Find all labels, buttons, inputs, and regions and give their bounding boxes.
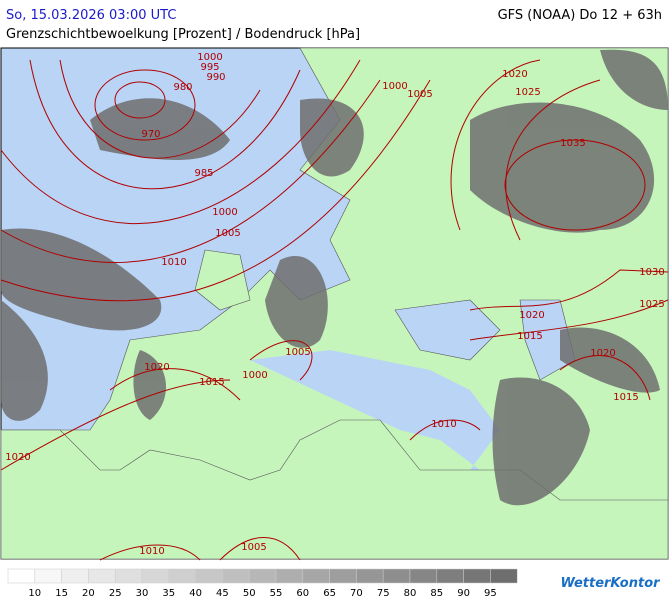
legend-label: 55 [270,588,283,599]
isobar-label: 1010 [139,546,164,557]
legend-swatch [302,568,330,584]
legend-label: 75 [377,588,390,599]
map: 1000995990980970985100010051010100010051… [0,47,669,561]
isobar-label: 1025 [639,299,664,310]
isobar-label: 1020 [519,310,544,321]
isobar-label: 1010 [431,419,456,430]
logo: WetterKontor [560,576,661,591]
legend-label: 45 [216,588,229,599]
isobar-label: 1035 [560,138,585,149]
legend-label: 65 [323,588,336,599]
isobar-label: 1000 [382,81,407,92]
isobar-label: 1030 [639,267,664,278]
legend-swatch [34,568,62,584]
isobar-label: 995 [200,62,219,73]
legend-label: 10 [28,588,41,599]
legend-label: 15 [55,588,68,599]
legend-swatch [248,568,277,584]
legend-swatch [222,568,250,584]
legend-label: 50 [243,588,256,599]
legend-label: 60 [296,588,309,599]
legend-swatch [490,568,518,584]
isobar-label: 990 [206,72,225,83]
black-sea [394,299,501,361]
legend-label: 35 [162,588,175,599]
isobar-label: 985 [194,168,213,179]
legend-label: 90 [457,588,470,599]
isobar-labels: 1000995990980970985100010051010100010051… [5,52,664,557]
legend-label: 80 [404,588,417,599]
datetime: So, 15.03.2026 03:00 UTC [6,8,176,23]
legend-swatch [409,568,438,584]
legend-label: 40 [189,588,202,599]
isobar-label: 1020 [5,452,30,463]
isobar-label: 1000 [212,207,237,218]
isobar-label: 1010 [161,257,186,268]
legend-swatch [329,568,357,584]
legend-label: 95 [484,588,497,599]
legend-label: 85 [430,588,443,599]
isobar-label: 1005 [215,228,240,239]
isobar-label: 1005 [407,89,432,100]
isobar-label: 1020 [502,69,527,80]
legend-swatch [382,568,411,584]
legend-label: 30 [136,588,149,599]
legend-swatch [61,568,89,584]
isobar-label: 1000 [242,370,267,381]
legend-swatch [195,568,223,584]
model-info: GFS (NOAA) Do 12 + 63h [498,8,662,23]
isobar-label: 1020 [590,348,615,359]
legend-swatch [88,568,116,584]
legend-label: 70 [350,588,363,599]
africa [0,419,669,560]
map-title: Grenzschichtbewoelkung [Prozent] / Boden… [6,27,360,42]
clouds [1,49,668,506]
isobar-label: 1005 [285,347,310,358]
legend-swatch [356,568,384,584]
legend-swatch [168,568,196,584]
isobar-label: 1015 [613,392,638,403]
britain [194,249,251,311]
legend-swatch [7,568,36,584]
legend: 10 15 20 25 30 35 40 45 50 55 60 65 70 75 80 85 90 95 [7,568,518,599]
isobar-label: 1020 [144,362,169,373]
legend-swatch [141,568,170,584]
legend-swatch [275,568,304,584]
legend-swatch [436,568,464,584]
legend-label: 25 [109,588,122,599]
legend-swatch [114,568,143,584]
legend-swatch [463,568,491,584]
isobar-label: 1000 [197,52,222,63]
isobar-label: 1015 [517,331,542,342]
isobar-label: 1015 [199,377,224,388]
isobar-label: 980 [173,82,192,93]
isobars [0,59,669,561]
legend-label: 20 [82,588,95,599]
isobar-label: 970 [141,129,160,140]
isobar-label: 1025 [515,87,540,98]
isobar-label: 1005 [241,542,266,553]
